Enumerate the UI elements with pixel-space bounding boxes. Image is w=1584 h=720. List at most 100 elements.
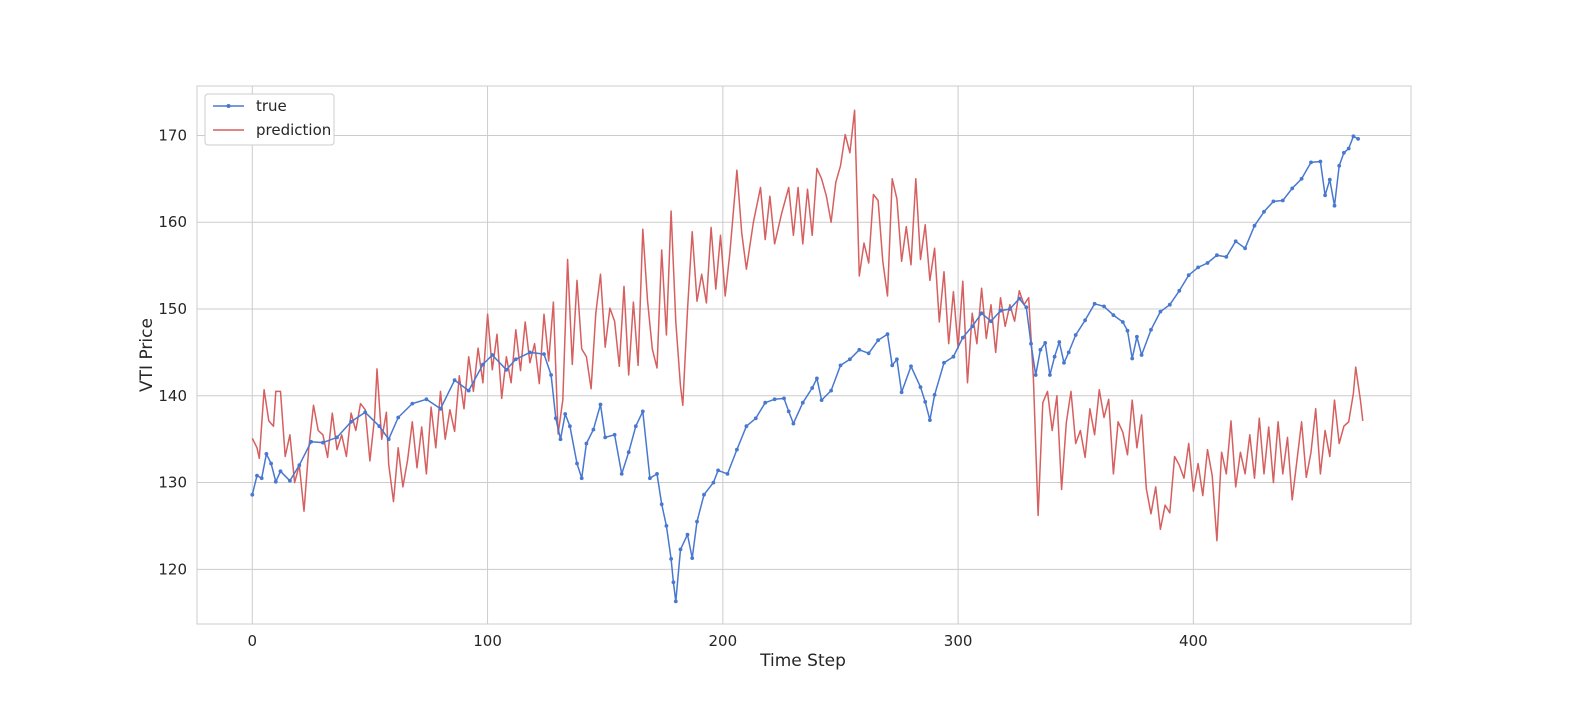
data-point xyxy=(998,308,1003,313)
series-line-prediction xyxy=(251,109,1364,542)
x-tick-label: 100 xyxy=(473,632,502,650)
data-point xyxy=(377,424,382,429)
series-layer xyxy=(250,109,1364,604)
data-point xyxy=(264,452,269,456)
data-point xyxy=(857,347,862,352)
y-tick-label: 140 xyxy=(158,387,187,405)
data-point xyxy=(702,492,706,497)
y-tick-label: 130 xyxy=(158,474,187,492)
data-point xyxy=(504,367,509,372)
data-point xyxy=(640,409,645,414)
data-point xyxy=(1017,296,1022,301)
data-point xyxy=(1139,353,1144,357)
x-axis-label: Time Step xyxy=(759,651,846,671)
data-point xyxy=(1052,354,1057,359)
data-point xyxy=(612,432,617,437)
data-point xyxy=(259,476,264,481)
data-point xyxy=(563,412,568,416)
data-point xyxy=(1102,304,1106,309)
data-point xyxy=(1066,350,1071,355)
data-point xyxy=(819,398,824,402)
y-tick-label: 120 xyxy=(158,560,187,578)
data-point xyxy=(1158,309,1163,314)
data-point xyxy=(1323,193,1327,198)
data-point xyxy=(1233,239,1238,244)
data-point xyxy=(481,362,485,367)
data-point xyxy=(591,427,596,432)
y-tick-label: 160 xyxy=(158,213,187,231)
data-point xyxy=(1290,186,1295,191)
data-point xyxy=(349,419,353,424)
data-point xyxy=(725,472,730,476)
data-point xyxy=(1186,273,1191,278)
data-point xyxy=(895,357,899,362)
data-point xyxy=(1271,199,1276,204)
data-point xyxy=(942,360,946,365)
legend: true prediction xyxy=(204,93,335,146)
data-point xyxy=(810,386,815,390)
data-point xyxy=(386,437,391,442)
data-point xyxy=(452,378,457,383)
data-point xyxy=(1342,150,1346,155)
x-tick-label: 0 xyxy=(248,632,258,650)
data-point xyxy=(960,335,965,340)
data-point xyxy=(1120,320,1125,324)
data-point xyxy=(673,599,678,604)
data-point xyxy=(490,353,495,357)
data-point xyxy=(363,410,368,415)
data-point xyxy=(579,476,584,481)
data-point xyxy=(782,396,786,401)
data-point xyxy=(1215,253,1219,258)
data-point xyxy=(838,363,843,368)
data-point xyxy=(1309,160,1313,165)
series-prediction xyxy=(251,109,1364,542)
data-point xyxy=(1149,327,1153,332)
legend-label-true: true xyxy=(256,97,287,115)
data-point xyxy=(513,357,518,362)
data-point xyxy=(619,472,624,476)
data-point xyxy=(928,418,932,422)
data-point xyxy=(410,401,415,406)
data-point xyxy=(735,447,739,452)
data-point xyxy=(664,524,669,528)
data-point xyxy=(1299,176,1304,181)
data-point xyxy=(1038,347,1043,352)
data-point xyxy=(288,478,292,483)
data-point xyxy=(695,519,699,524)
data-point xyxy=(1043,341,1048,345)
data-point xyxy=(626,450,631,455)
data-point xyxy=(800,400,805,405)
data-point xyxy=(1280,198,1285,203)
data-point xyxy=(970,324,975,329)
data-point xyxy=(1033,373,1038,377)
data-point xyxy=(744,424,749,429)
data-point xyxy=(1196,265,1200,270)
data-point xyxy=(951,354,956,359)
data-point xyxy=(542,352,546,356)
data-point xyxy=(633,424,638,429)
data-point xyxy=(890,363,895,368)
data-point xyxy=(321,440,325,445)
data-point xyxy=(1062,360,1066,365)
data-point xyxy=(763,400,768,405)
data-point xyxy=(1356,137,1360,141)
data-point xyxy=(979,311,984,316)
data-point xyxy=(1177,288,1182,293)
data-point xyxy=(335,435,339,440)
data-point xyxy=(278,469,283,474)
x-tick-label: 300 xyxy=(944,632,973,650)
data-point xyxy=(273,479,278,484)
data-point xyxy=(528,350,532,355)
data-point xyxy=(753,416,758,421)
data-point xyxy=(1224,255,1229,259)
data-point xyxy=(466,388,471,393)
data-point xyxy=(1092,301,1097,306)
data-point xyxy=(918,385,923,389)
data-point xyxy=(671,580,676,585)
data-point xyxy=(1024,305,1029,310)
data-point xyxy=(899,390,904,395)
data-point xyxy=(848,357,852,362)
data-point xyxy=(603,435,608,440)
